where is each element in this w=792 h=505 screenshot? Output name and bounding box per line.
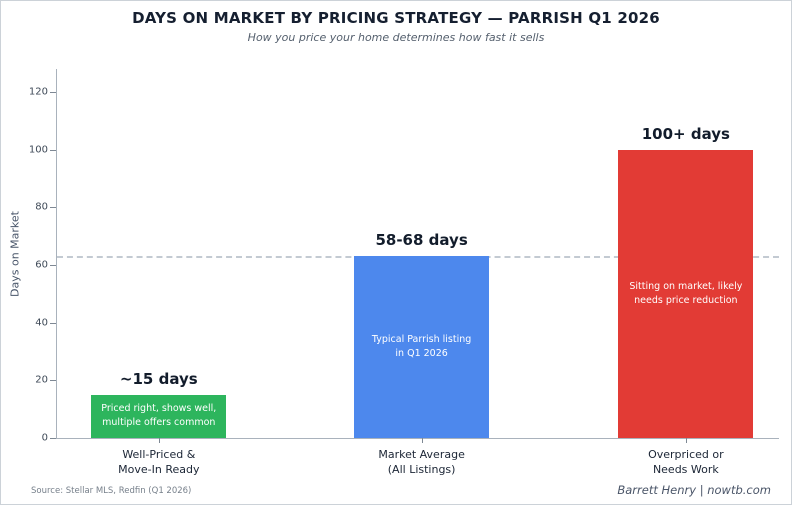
y-tick-mark — [50, 265, 56, 267]
plot-area: Days on Market 0 20 40 60 80 100 120 Priced rig… — [9, 69, 779, 476]
y-tick-label: 60 — [35, 259, 48, 271]
y-tick-mark — [50, 380, 56, 382]
y-tick-label: 80 — [35, 201, 48, 213]
bar-value-label-well-priced: ~15 days — [119, 369, 198, 388]
credit-note: Barrett Henry | nowtb.com — [617, 483, 771, 497]
chart-title: DAYS ON MARKET BY PRICING STRATEGY — PAR… — [132, 9, 660, 27]
y-tick-label: 120 — [28, 86, 48, 98]
y-axis-label: Days on Market — [8, 210, 22, 297]
y-tick-mark — [50, 149, 56, 151]
y-tick-mark — [50, 207, 56, 209]
bar-annotation-well-priced: Priced right, shows well, multiple offer… — [101, 403, 217, 429]
bar-overpriced-or: Sitting on market, likely needs price re… — [618, 149, 754, 438]
bar-market-average: Typical Parrish listing in Q1 2026 — [354, 256, 490, 438]
category-label-well-priced: Well-Priced & Move-In Ready — [118, 448, 200, 477]
x-tick-mark — [421, 438, 423, 443]
y-tick-mark — [50, 322, 56, 324]
x-tick-mark — [685, 438, 687, 443]
bar-annotation-overpriced-or: Sitting on market, likely needs price re… — [629, 280, 743, 306]
bar-annotation-market-average: Typical Parrish listing in Q1 2026 — [371, 333, 472, 360]
y-tick-mark — [50, 438, 56, 439]
x-tick-mark — [158, 438, 160, 443]
chart-subtitle: How you price your home determines how f… — [247, 31, 545, 44]
y-tick-mark — [50, 92, 56, 94]
bar-value-label-overpriced-or: 100+ days — [641, 124, 730, 143]
y-tick-label: 20 — [35, 374, 48, 386]
y-tick-label: 0 — [41, 432, 48, 444]
bar-well-priced: Priced right, shows well, multiple offer… — [91, 394, 227, 438]
y-tick-label: 100 — [28, 144, 48, 156]
bar-value-label-market-average: 58-68 days — [375, 231, 468, 250]
category-label-overpriced-or: Overpriced or Needs Work — [648, 448, 724, 477]
category-label-market-average: Market Average (All Listings) — [378, 448, 465, 477]
y-tick-label: 40 — [35, 317, 48, 329]
source-note: Source: Stellar MLS, Redfin (Q1 2026) — [31, 486, 192, 496]
